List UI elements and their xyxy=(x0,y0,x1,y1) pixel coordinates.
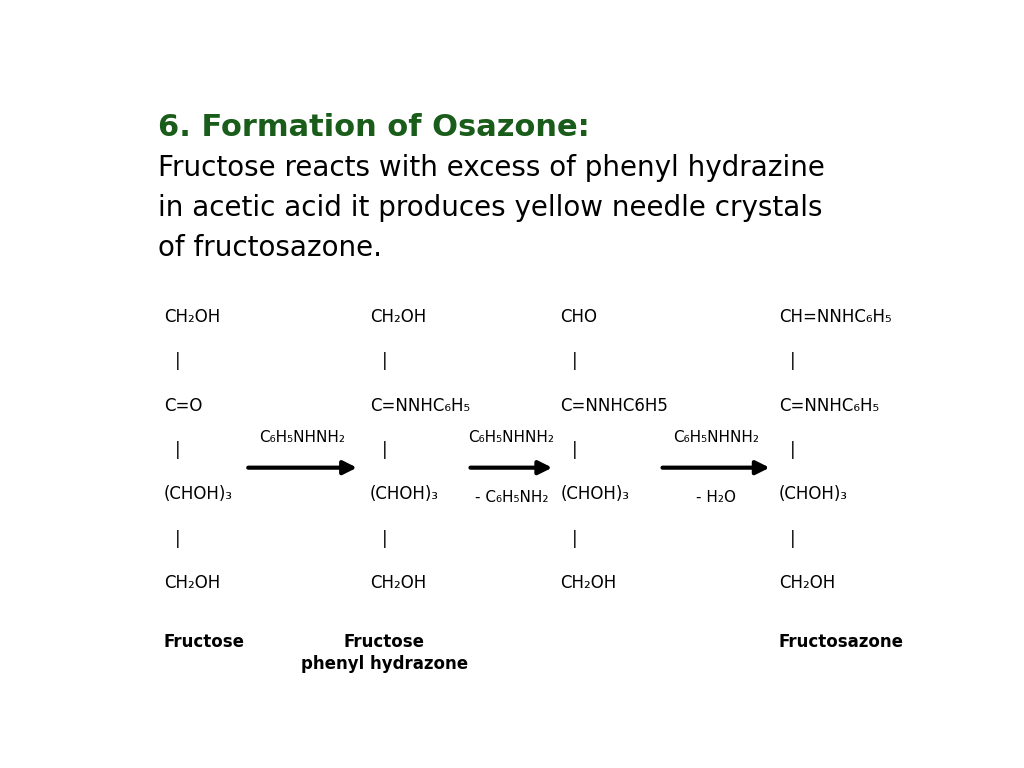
Text: (CHOH)₃: (CHOH)₃ xyxy=(370,485,439,503)
Text: C=NNHC₆H₅: C=NNHC₆H₅ xyxy=(370,396,470,415)
Text: C=O: C=O xyxy=(164,396,202,415)
Text: - C₆H₅NH₂: - C₆H₅NH₂ xyxy=(474,490,548,505)
Text: (CHOH)₃: (CHOH)₃ xyxy=(560,485,630,503)
Text: C=NNHC6H5: C=NNHC6H5 xyxy=(560,396,669,415)
Text: C₆H₅NHNH₂: C₆H₅NHNH₂ xyxy=(673,430,759,445)
Text: |: | xyxy=(572,441,578,459)
Text: |: | xyxy=(791,353,796,370)
Text: C₆H₅NHNH₂: C₆H₅NHNH₂ xyxy=(468,430,554,445)
Text: |: | xyxy=(791,530,796,548)
Text: |: | xyxy=(572,353,578,370)
Text: |: | xyxy=(382,530,387,548)
Text: CH₂OH: CH₂OH xyxy=(164,574,220,592)
Text: CHO: CHO xyxy=(560,308,598,326)
Text: 6. Formation of Osazone:: 6. Formation of Osazone: xyxy=(158,113,590,142)
Text: CH=NNHC₆H₅: CH=NNHC₆H₅ xyxy=(778,308,891,326)
Text: (CHOH)₃: (CHOH)₃ xyxy=(778,485,848,503)
Text: (CHOH)₃: (CHOH)₃ xyxy=(164,485,232,503)
Text: C=NNHC₆H₅: C=NNHC₆H₅ xyxy=(778,396,879,415)
Text: |: | xyxy=(791,441,796,459)
Text: CH₂OH: CH₂OH xyxy=(560,574,616,592)
Text: CH₂OH: CH₂OH xyxy=(370,574,426,592)
Text: CH₂OH: CH₂OH xyxy=(164,308,220,326)
Text: CH₂OH: CH₂OH xyxy=(778,574,835,592)
Text: Fructosazone: Fructosazone xyxy=(778,634,904,651)
Text: |: | xyxy=(175,353,181,370)
Text: C₆H₅NHNH₂: C₆H₅NHNH₂ xyxy=(260,430,345,445)
Text: Fructose reacts with excess of phenyl hydrazine
in acetic acid it produces yello: Fructose reacts with excess of phenyl hy… xyxy=(158,154,825,263)
Text: |: | xyxy=(572,530,578,548)
Text: CH₂OH: CH₂OH xyxy=(370,308,426,326)
Text: Fructose: Fructose xyxy=(164,634,245,651)
Text: |: | xyxy=(175,441,181,459)
Text: |: | xyxy=(382,353,387,370)
Text: |: | xyxy=(382,441,387,459)
Text: - H₂O: - H₂O xyxy=(696,490,736,505)
Text: Fructose
phenyl hydrazone: Fructose phenyl hydrazone xyxy=(301,634,468,674)
Text: |: | xyxy=(175,530,181,548)
